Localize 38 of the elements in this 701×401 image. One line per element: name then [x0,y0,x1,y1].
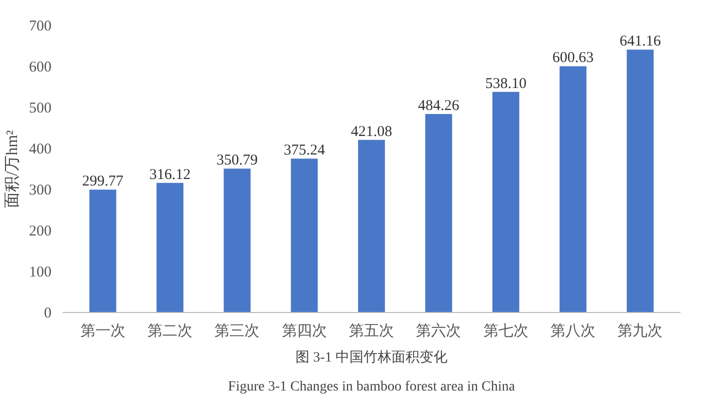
caption: 图 3-1 中国竹林面积变化 [296,350,448,366]
x-tick-label: 第四次 [282,322,327,340]
bar [626,50,654,312]
data-label: 350.79 [216,152,258,169]
x-tick-label: 第九次 [618,322,663,340]
data-label: 538.10 [485,76,526,92]
data-label: 316.12 [149,166,191,183]
x-tick-label: 第六次 [416,322,462,340]
data-label: 484.26 [418,98,460,114]
x-tick-label: 第八次 [550,322,596,340]
x-tick-label: 第二次 [147,322,192,340]
data-label: 600.63 [552,50,594,66]
bar [492,92,520,312]
y-tick-label: 500 [29,100,52,116]
bar [358,140,385,312]
bar [224,168,251,312]
y-tick-label: 700 [29,18,52,34]
bar [425,114,452,312]
x-tick-label: 第三次 [214,322,260,340]
x-tick-label: 第七次 [483,322,528,340]
data-label: 641.16 [620,34,662,50]
bar [560,66,586,312]
data-label: 299.77 [82,174,124,190]
y-tick-label: 300 [29,182,52,198]
x-tick-label: 第五次 [349,322,394,340]
data-label: 375.24 [284,142,326,159]
y-axis-title: 面积/万hm² [4,130,21,208]
bar [156,182,184,312]
y-tick-label: 0 [44,306,52,322]
y-tick-label: 200 [29,224,52,240]
y-tick-label: 600 [29,60,52,76]
caption: Figure 3-1 Changes in bamboo forest area in China [228,380,516,394]
y-tick-label: 400 [29,142,52,158]
data-label: 421.08 [350,124,392,140]
bar [290,158,318,312]
x-tick-label: 第一次 [80,322,126,340]
y-tick-label: 100 [29,264,52,280]
bar [89,190,116,312]
